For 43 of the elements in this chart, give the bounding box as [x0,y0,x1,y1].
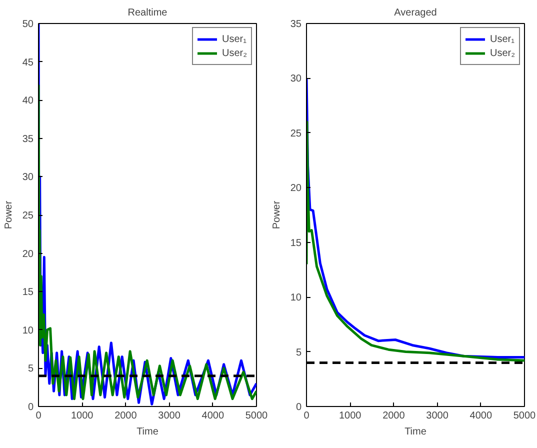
y-tick-label: 30 [22,172,34,184]
y-tick-label: 10 [22,325,34,336]
y-tick-label: 50 [22,19,34,30]
legend-label: User₁ [490,32,514,46]
x-tick-label: 4000 [470,410,492,422]
y-tick-label: 20 [22,248,34,260]
y-tick-label: 25 [22,210,34,222]
x-tick-label: 3000 [158,410,181,422]
y-tick-label: 0 [28,402,34,413]
y-tick-label: 15 [290,238,302,249]
y-tick-label: 5 [296,347,302,358]
y-tick-label: 25 [290,128,302,140]
y-axis-title: Power [271,200,282,230]
x-tick-label: 2000 [114,410,138,422]
y-tick-label: 0 [296,402,302,413]
line-series [306,120,524,362]
x-tick-label: 2000 [382,410,406,422]
y-tick-label: 45 [22,57,34,68]
x-tick-label: 1000 [70,410,94,422]
y-tick-label: 15 [22,287,34,298]
x-axis-title: Time [404,426,427,438]
legend-label: User₂ [222,46,247,60]
chart-title: Averaged [394,8,437,18]
legend-label: User₂ [490,46,515,60]
y-tick-label: 35 [22,134,34,145]
y-tick-label: 35 [290,19,302,30]
y-tick-label: 30 [290,74,302,85]
y-tick-label: 40 [22,96,34,107]
x-tick-label: 5000 [245,410,268,422]
y-axis-title: Power [3,200,14,230]
x-tick-label: 5000 [513,410,536,422]
x-tick-label: 3000 [426,410,449,422]
legend-label: User₁ [222,32,246,46]
x-axis-title: Time [136,426,159,438]
line-series [38,84,256,400]
x-tick-label: 4000 [202,410,224,422]
chart-title: Realtime [128,8,168,18]
x-tick-label: 0 [36,410,42,422]
x-tick-label: 0 [304,410,310,422]
y-tick-label: 10 [290,292,302,304]
y-tick-label: 5 [28,364,34,375]
y-tick-label: 20 [290,183,302,194]
x-tick-label: 1000 [338,410,362,422]
